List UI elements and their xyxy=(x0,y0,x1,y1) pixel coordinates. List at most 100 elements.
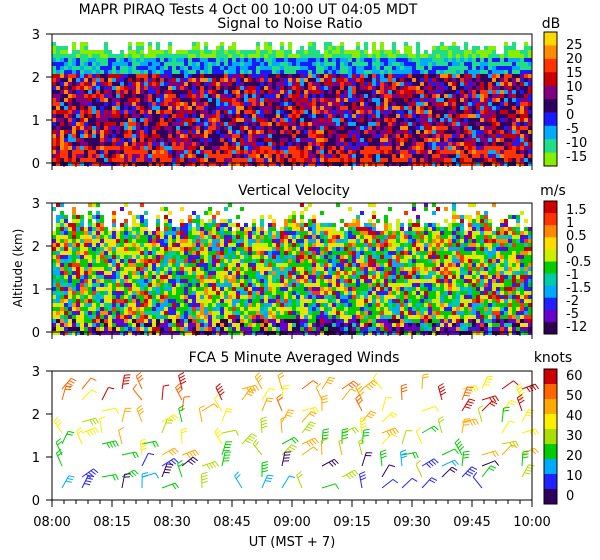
snr-cell xyxy=(320,86,324,90)
velocity-cell xyxy=(160,323,164,327)
snr-cell xyxy=(432,154,436,158)
velocity-cell xyxy=(228,267,232,271)
snr-cell xyxy=(324,154,328,158)
snr-cell xyxy=(476,106,480,110)
snr-cell xyxy=(164,122,168,126)
snr-cell xyxy=(356,142,360,146)
snr-cell xyxy=(288,150,292,154)
snr-cell xyxy=(516,78,520,82)
snr-cell xyxy=(56,150,60,154)
snr-cell xyxy=(480,66,484,70)
snr-cell xyxy=(380,150,384,154)
snr-cell xyxy=(140,102,144,106)
snr-cell xyxy=(204,58,208,62)
snr-cell xyxy=(64,110,68,114)
snr-cell xyxy=(64,50,68,54)
velocity-cell xyxy=(120,259,124,263)
snr-cell xyxy=(64,142,68,146)
snr-cell xyxy=(260,50,264,54)
snr-cell xyxy=(244,134,248,138)
snr-cell xyxy=(60,110,64,114)
velocity-cell xyxy=(136,283,140,287)
snr-cell xyxy=(352,114,356,118)
snr-cell xyxy=(304,126,308,130)
snr-cell xyxy=(280,98,284,102)
velocity-cell xyxy=(192,319,196,323)
snr-cell xyxy=(416,98,420,102)
velocity-cell xyxy=(212,327,216,331)
snr-cell xyxy=(84,74,88,78)
velocity-cell xyxy=(184,319,188,323)
velocity-cell xyxy=(96,267,100,271)
snr-cell xyxy=(440,150,444,154)
velocity-cell xyxy=(184,263,188,267)
snr-cell xyxy=(200,62,204,66)
snr-cell xyxy=(312,102,316,106)
snr-cell xyxy=(52,110,56,114)
snr-cell xyxy=(308,58,312,62)
velocity-cell xyxy=(96,279,100,283)
snr-cell xyxy=(396,58,400,62)
velocity-cell xyxy=(172,319,176,323)
snr-cell xyxy=(380,82,384,86)
snr-cell xyxy=(144,134,148,138)
snr-cell xyxy=(376,98,380,102)
velocity-cell xyxy=(180,219,184,223)
snr-cell xyxy=(136,142,140,146)
snr-cell xyxy=(360,82,364,86)
snr-cell xyxy=(336,50,340,54)
snr-cell xyxy=(156,98,160,102)
snr-cell xyxy=(472,158,476,162)
snr-cell xyxy=(428,162,432,166)
velocity-cell xyxy=(56,219,60,223)
snr-cell xyxy=(484,90,488,94)
velocity-cell xyxy=(148,299,152,303)
velocity-cell xyxy=(56,235,60,239)
snr-cell xyxy=(324,82,328,86)
snr-cell xyxy=(144,158,148,162)
snr-cell xyxy=(416,78,420,82)
velocity-cell xyxy=(196,255,200,259)
velocity-cell xyxy=(56,291,60,295)
snr-cell xyxy=(72,154,76,158)
velocity-cell xyxy=(196,275,200,279)
snr-cell xyxy=(136,146,140,150)
snr-cell xyxy=(412,138,416,142)
snr-cell xyxy=(456,130,460,134)
velocity-cell xyxy=(124,247,128,251)
snr-cell xyxy=(308,78,312,82)
snr-cell xyxy=(140,130,144,134)
snr-cell xyxy=(476,90,480,94)
snr-cell xyxy=(296,54,300,58)
snr-cell xyxy=(296,66,300,70)
snr-cell xyxy=(100,82,104,86)
snr-cell xyxy=(232,114,236,118)
snr-cell xyxy=(460,118,464,122)
snr-cell xyxy=(208,122,212,126)
velocity-cell xyxy=(228,235,232,239)
snr-cell xyxy=(364,134,368,138)
snr-cell xyxy=(92,162,96,166)
snr-cell xyxy=(212,154,216,158)
snr-cell xyxy=(444,90,448,94)
snr-cell xyxy=(296,58,300,62)
snr-cell xyxy=(256,58,260,62)
snr-cell xyxy=(424,114,428,118)
snr-cell xyxy=(380,122,384,126)
snr-cell xyxy=(80,90,84,94)
snr-cell xyxy=(140,62,144,66)
snr-cell xyxy=(260,130,264,134)
velocity-cell xyxy=(236,215,240,219)
snr-cell xyxy=(140,46,144,50)
velocity-cell xyxy=(120,307,124,311)
snr-cell xyxy=(216,70,220,74)
snr-cell xyxy=(476,162,480,166)
snr-cell xyxy=(348,130,352,134)
snr-cell xyxy=(384,110,388,114)
snr-cell xyxy=(312,58,316,62)
snr-cell xyxy=(244,126,248,130)
velocity-cell xyxy=(156,271,160,275)
snr-cell xyxy=(324,146,328,150)
velocity-cell xyxy=(200,307,204,311)
snr-cell xyxy=(140,54,144,58)
